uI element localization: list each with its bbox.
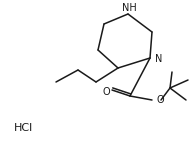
Text: NH: NH bbox=[122, 3, 136, 13]
Text: N: N bbox=[155, 54, 162, 64]
Text: O: O bbox=[157, 95, 165, 105]
Text: O: O bbox=[102, 87, 110, 97]
Text: HCl: HCl bbox=[14, 123, 33, 133]
